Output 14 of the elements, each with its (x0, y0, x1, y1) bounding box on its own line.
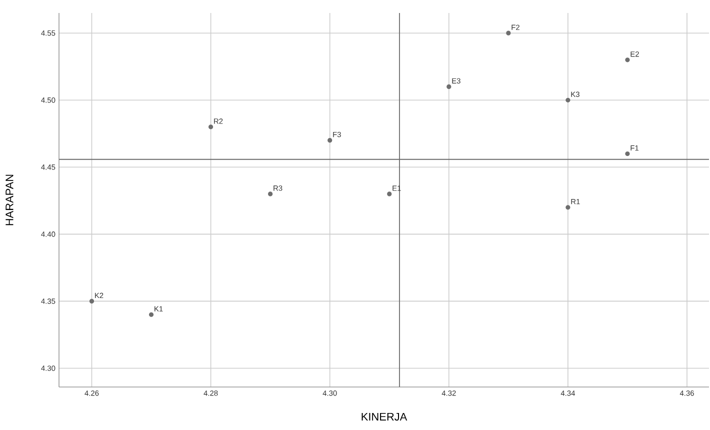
point (268, 192, 273, 196)
point (566, 98, 570, 102)
y-axis-title: HARAPAN (6, 174, 14, 226)
point (89, 298, 94, 304)
x-axis-title: KINERJA (362, 412, 408, 421)
point (208, 124, 214, 130)
point (387, 192, 392, 196)
point (328, 138, 332, 143)
point (148, 312, 154, 317)
point (625, 58, 630, 62)
point (506, 30, 511, 36)
point (625, 151, 630, 156)
point (446, 84, 452, 90)
point (566, 205, 570, 210)
